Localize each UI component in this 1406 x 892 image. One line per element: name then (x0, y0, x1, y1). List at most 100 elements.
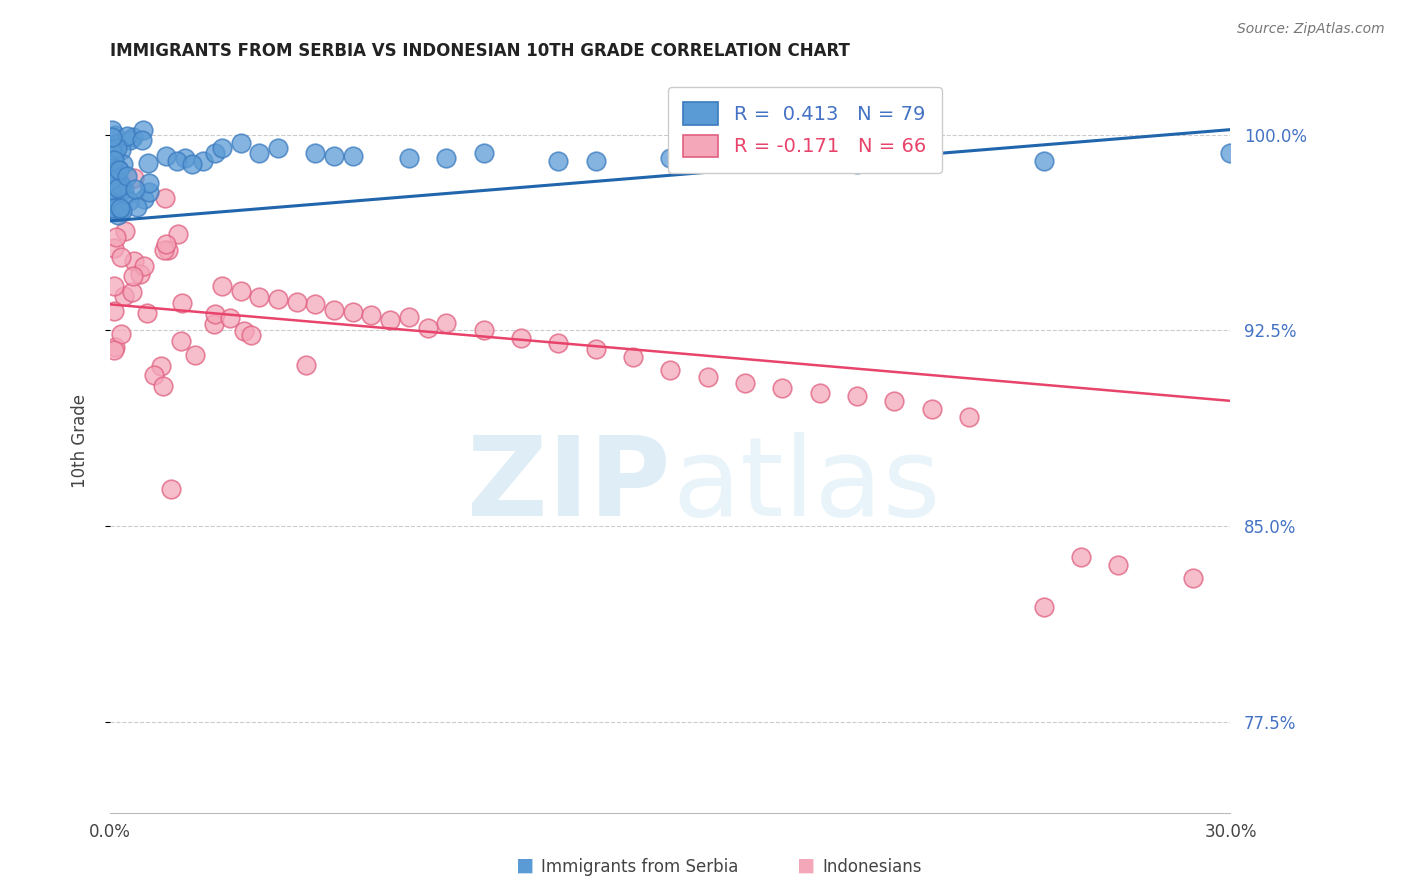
Point (115, 169, 138, 183)
Point (104, 230, 127, 244)
Point (621, 350, 644, 364)
Point (173, 151, 195, 165)
Point (181, 156, 204, 170)
Point (136, 156, 159, 170)
Point (107, 162, 129, 177)
Point (103, 201, 125, 215)
Point (107, 208, 129, 222)
Point (111, 157, 134, 171)
Point (101, 203, 124, 218)
Point (267, 292, 290, 306)
Point (170, 295, 193, 310)
Point (101, 155, 124, 169)
Point (100, 167, 122, 181)
Point (107, 180, 129, 194)
Point (1032, 153, 1054, 168)
Point (659, 362, 682, 376)
Point (117, 128, 139, 143)
Point (155, 149, 177, 163)
Point (103, 304, 125, 318)
Point (138, 185, 160, 199)
Point (249, 289, 271, 303)
Point (135, 306, 157, 320)
Point (249, 146, 271, 161)
Point (398, 310, 420, 325)
Point (585, 342, 607, 356)
Point (100, 173, 122, 187)
Point (101, 176, 124, 190)
Point (132, 259, 155, 273)
Point (267, 141, 290, 155)
Point (101, 142, 124, 156)
Point (1070, 550, 1092, 565)
Point (153, 244, 176, 258)
Point (132, 122, 155, 136)
Point (114, 224, 136, 238)
Point (342, 149, 364, 163)
Point (156, 244, 179, 258)
Point (110, 251, 132, 265)
Point (132, 192, 155, 206)
Point (921, 401, 943, 416)
Point (110, 203, 132, 218)
Point (160, 482, 183, 496)
Point (110, 176, 132, 190)
Point (101, 145, 124, 160)
Point (734, 376, 756, 390)
Point (434, 151, 457, 165)
Point (770, 153, 793, 168)
Point (112, 289, 135, 303)
Text: ◼: ◼ (516, 856, 534, 876)
Point (846, 389, 869, 403)
Y-axis label: 10th Grade: 10th Grade (72, 394, 89, 488)
Point (883, 393, 905, 408)
Point (110, 201, 132, 215)
Point (1032, 599, 1054, 614)
Point (110, 143, 132, 157)
Point (770, 381, 793, 395)
Point (103, 147, 125, 161)
Point (218, 310, 240, 325)
Point (204, 307, 226, 321)
Point (155, 236, 177, 251)
Text: Source: ZipAtlas.com: Source: ZipAtlas.com (1237, 22, 1385, 37)
Point (100, 144, 122, 158)
Point (416, 321, 439, 335)
Point (323, 149, 346, 163)
Point (229, 285, 252, 299)
Point (696, 370, 718, 384)
Point (101, 182, 124, 196)
Point (122, 171, 145, 186)
Point (114, 188, 136, 202)
Text: Immigrants from Serbia: Immigrants from Serbia (541, 858, 738, 876)
Point (138, 176, 160, 190)
Point (107, 179, 129, 194)
Point (122, 253, 145, 268)
Point (149, 359, 172, 373)
Point (808, 386, 831, 401)
Point (380, 313, 402, 327)
Point (103, 203, 125, 218)
Point (104, 340, 127, 354)
Point (117, 194, 139, 209)
Point (211, 279, 233, 293)
Point (285, 294, 308, 309)
Point (152, 379, 174, 393)
Point (101, 123, 124, 137)
Point (111, 204, 134, 219)
Point (342, 305, 364, 319)
Point (846, 156, 869, 170)
Text: atlas: atlas (672, 433, 941, 540)
Point (101, 130, 124, 145)
Point (240, 327, 263, 342)
Point (957, 409, 980, 424)
Point (105, 136, 128, 151)
Point (184, 348, 207, 362)
Point (105, 199, 128, 213)
Point (155, 191, 177, 205)
Point (398, 151, 420, 165)
Point (128, 268, 150, 282)
Point (547, 336, 569, 351)
Point (323, 302, 346, 317)
Point (120, 133, 142, 147)
